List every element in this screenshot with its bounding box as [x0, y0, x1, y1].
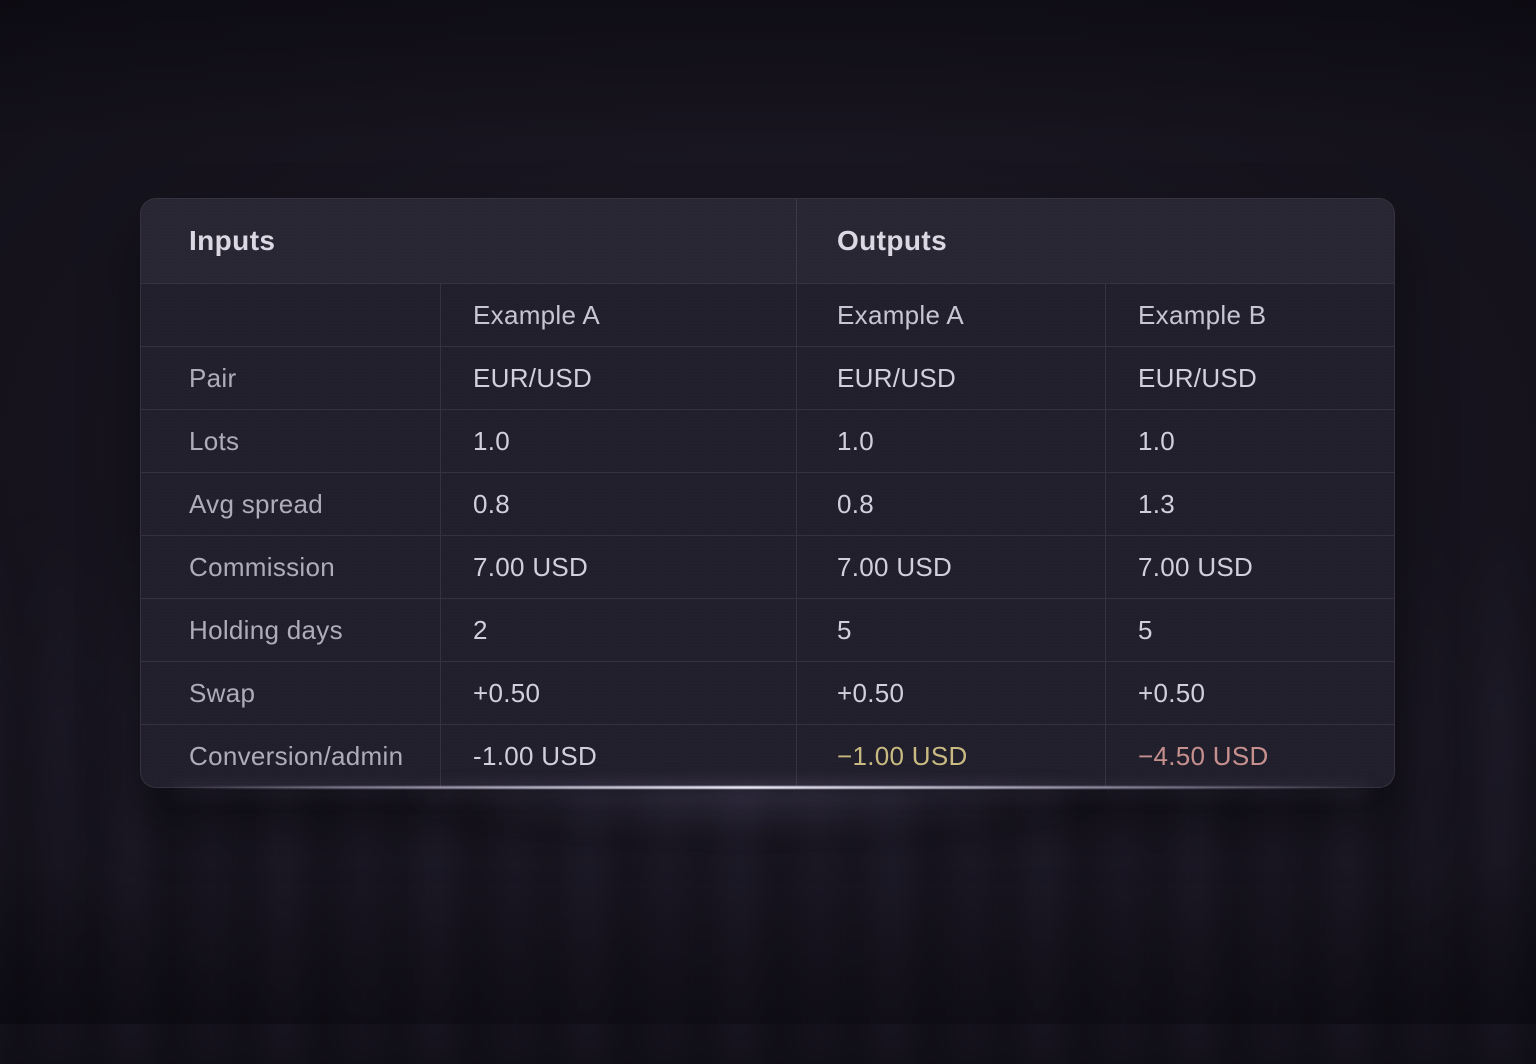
cell-holding-days-inputs-a: 2 — [440, 598, 796, 661]
cell-conversion-inputs-a: -1.00 USD — [440, 724, 796, 787]
column-header-spacer — [141, 283, 440, 346]
cell-commission-inputs-a: 7.00 USD — [440, 535, 796, 598]
cell-conversion-outputs-a-highlight: −1.00 USD — [796, 724, 1105, 787]
cell-avg-spread-outputs-a: 0.8 — [796, 472, 1105, 535]
cell-avg-spread-inputs-a: 0.8 — [440, 472, 796, 535]
section-header-outputs: Outputs — [796, 199, 1394, 283]
cell-lots-inputs-a: 1.0 — [440, 409, 796, 472]
cell-commission-outputs-a: 7.00 USD — [796, 535, 1105, 598]
row-label-conversion-admin: Conversion/admin — [141, 724, 440, 787]
row-label-holding-days: Holding days — [141, 598, 440, 661]
column-header-outputs-example-a: Example A — [796, 283, 1105, 346]
comparison-table-card: Inputs Outputs Example A Example A Examp… — [140, 198, 1395, 788]
cell-lots-outputs-a: 1.0 — [796, 409, 1105, 472]
section-header-inputs: Inputs — [141, 199, 796, 283]
cell-avg-spread-outputs-b: 1.3 — [1105, 472, 1394, 535]
card-bottom-highlight-line — [170, 786, 1370, 789]
row-label-swap: Swap — [141, 661, 440, 724]
cell-pair-outputs-a: EUR/USD — [796, 346, 1105, 409]
cell-pair-inputs-a: EUR/USD — [440, 346, 796, 409]
cell-holding-days-outputs-b: 5 — [1105, 598, 1394, 661]
row-label-commission: Commission — [141, 535, 440, 598]
cell-pair-outputs-b: EUR/USD — [1105, 346, 1394, 409]
cell-swap-outputs-a: +0.50 — [796, 661, 1105, 724]
row-label-pair: Pair — [141, 346, 440, 409]
card-bottom-glow — [340, 788, 1200, 858]
cell-swap-inputs-a: +0.50 — [440, 661, 796, 724]
cell-commission-outputs-b: 7.00 USD — [1105, 535, 1394, 598]
cell-holding-days-outputs-a: 5 — [796, 598, 1105, 661]
column-header-inputs-example-a: Example A — [440, 283, 796, 346]
cell-swap-outputs-b: +0.50 — [1105, 661, 1394, 724]
row-label-lots: Lots — [141, 409, 440, 472]
row-label-avg-spread: Avg spread — [141, 472, 440, 535]
cell-lots-outputs-b: 1.0 — [1105, 409, 1394, 472]
column-header-outputs-example-b: Example B — [1105, 283, 1394, 346]
cell-conversion-outputs-b-highlight: −4.50 USD — [1105, 724, 1394, 787]
